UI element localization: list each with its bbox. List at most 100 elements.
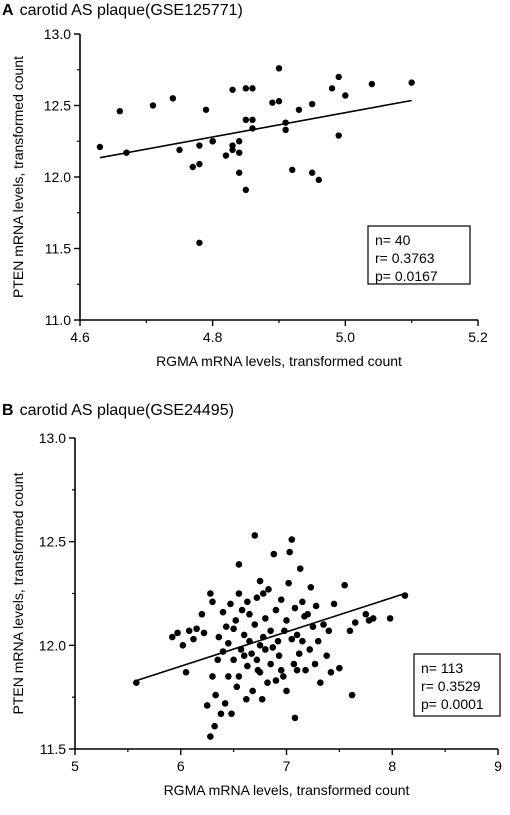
panel-b-data-point xyxy=(253,594,261,601)
panel-b-data-point xyxy=(286,548,293,556)
panel-a-data-point xyxy=(196,239,203,246)
panel-a-x-tick-label: 4.8 xyxy=(203,329,223,345)
panel-b-data-point xyxy=(251,532,259,539)
panel-a-y-tick-label: 12.0 xyxy=(44,169,71,185)
panel-b-data-point xyxy=(267,627,274,635)
panel-b-data-point xyxy=(295,650,303,657)
panel-b-data-point xyxy=(248,650,255,657)
panel-b-data-point xyxy=(325,627,333,635)
panel-b-data-point xyxy=(285,579,292,587)
panel-a-data-point xyxy=(335,132,342,139)
panel-b-data-point xyxy=(203,702,211,709)
panel-a-data-point xyxy=(308,100,316,108)
panel-a-data-point xyxy=(149,102,157,109)
panel-a-data-point xyxy=(342,92,349,99)
panel-b-y-tick-label: 11.5 xyxy=(40,741,66,757)
panel-a-x-tick-label: 5.0 xyxy=(336,329,356,345)
panel-b-data-point xyxy=(309,623,317,630)
panel-a-data-point xyxy=(196,142,203,149)
panel-b-data-point xyxy=(253,656,261,664)
panel-b-data-point xyxy=(209,673,216,680)
panel-a-data-point xyxy=(169,95,177,102)
panel-b-data-point xyxy=(274,637,282,645)
panel-b-data-point xyxy=(259,590,267,597)
panel-b-data-point xyxy=(277,596,285,604)
panel-b-data-point xyxy=(225,673,232,680)
panel-a-y-tick-label: 12.5 xyxy=(44,98,71,114)
panel-b-data-point xyxy=(198,610,206,618)
panel-b-data-point xyxy=(314,637,322,645)
panel-a-data-point xyxy=(209,138,216,145)
panel-a-data-point xyxy=(196,160,203,168)
panel-b-y-axis-label: PTEN mRNA levels, transformed count xyxy=(10,472,26,714)
panel-a-data-point xyxy=(315,176,322,184)
panel-a-data-point xyxy=(96,143,104,151)
panel-b-data-point xyxy=(270,550,278,558)
panel-a-x-tick-label: 4.6 xyxy=(70,329,90,345)
panel-b-data-point xyxy=(235,673,243,680)
panel-b-title-text: carotid AS plaque(GSE24495) xyxy=(19,402,234,419)
panel-b-data-point xyxy=(244,598,251,606)
panel-b-x-tick-label: 8 xyxy=(388,758,396,774)
panel-b-data-point xyxy=(302,666,309,674)
panel-a-title-text: carotid AS plaque(GSE125771) xyxy=(19,2,243,19)
panel-b-data-point xyxy=(291,604,299,612)
panel-b-data-point xyxy=(240,631,248,639)
panel-a-stats-line: p= 0.0167 xyxy=(375,268,438,284)
panel-a-data-point xyxy=(176,146,183,154)
panel-b-data-point xyxy=(207,733,214,740)
panel-b-data-point xyxy=(212,691,219,699)
panel-a-data-point xyxy=(408,79,415,86)
panel-a-data-point xyxy=(368,80,376,88)
panel-b-data-point xyxy=(259,633,267,641)
panel-b-data-point xyxy=(272,677,280,684)
panel-b-data-point xyxy=(222,623,230,630)
panel-a-data-point xyxy=(328,85,336,92)
panel-a-data-point xyxy=(123,149,130,156)
panel-b-y-tick-label: 13.0 xyxy=(39,430,66,446)
panel-b-data-point xyxy=(235,561,243,568)
panel-b-data-point xyxy=(200,629,208,637)
chart-a: 11.0 11.5 12.0 12.5 13.0 4.6 4.8 5.0 5.2 RGMA mRN… xyxy=(10,26,488,369)
panel-b-data-point xyxy=(348,691,356,699)
panel-a-data-point xyxy=(308,169,316,176)
panel-a-data-point xyxy=(229,86,236,93)
panel-a-data-point xyxy=(236,149,243,156)
panel-b-data-point xyxy=(288,635,296,643)
panel-b-data-point xyxy=(327,668,335,676)
panel-b-data-point xyxy=(291,714,299,722)
panel-b-data-point xyxy=(251,621,259,628)
panel-b-data-point xyxy=(215,633,223,641)
panel-b-data-point xyxy=(207,590,214,597)
panel-a-data-point xyxy=(242,116,250,124)
panel-b-data-point xyxy=(221,700,229,707)
panel-b-stats-line: r= 0.3529 xyxy=(421,678,481,694)
panel-b-x-tick-label: 6 xyxy=(177,758,185,774)
panel-b-y-tick-label: 12.0 xyxy=(39,637,66,653)
panel-b-data-point xyxy=(256,577,264,585)
panel-a-data-point xyxy=(229,146,236,154)
panel-b-data-point xyxy=(293,631,301,639)
panel-b-data-point xyxy=(311,660,319,668)
panel-a-data-point xyxy=(282,126,289,134)
panel-b-data-point xyxy=(401,592,409,599)
panel-a-data-point xyxy=(222,152,230,159)
panel-b-data-point xyxy=(304,610,311,618)
panel-b-x-tick-label: 7 xyxy=(283,758,291,774)
panel-a-data-point xyxy=(289,166,296,174)
panel-b-data-point xyxy=(386,615,394,622)
panel-b-data-point xyxy=(323,652,330,659)
panel-b-data-point xyxy=(290,660,298,668)
panel-a-data-point xyxy=(236,138,243,145)
panel-b-stats-line: p= 0.0001 xyxy=(421,696,484,712)
panel-b-data-point xyxy=(283,617,290,624)
panel-a-data-point xyxy=(282,119,289,126)
panel-b-data-point xyxy=(320,621,327,628)
panel-b-data-point xyxy=(249,687,256,695)
panel-a-y-tick-label: 11.5 xyxy=(45,241,71,257)
panel-b-data-point xyxy=(299,637,306,645)
panel-b-data-point xyxy=(219,648,227,655)
panel-a-regression-line xyxy=(99,99,412,159)
